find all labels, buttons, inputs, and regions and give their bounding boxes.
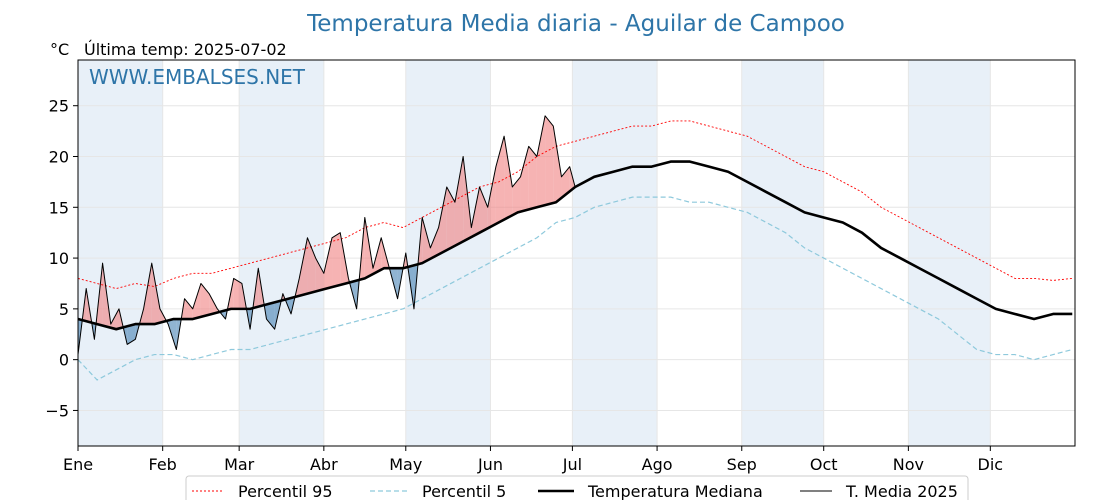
y-tick-label: 15: [49, 198, 69, 217]
legend-label: Temperatura Mediana: [587, 482, 763, 500]
legend-label: Percentil 5: [422, 482, 506, 500]
anomaly-above: [151, 263, 160, 325]
anomaly-above: [454, 156, 464, 246]
anomaly-above: [143, 263, 152, 325]
anomaly-above: [504, 136, 513, 220]
y-tick-label: 5: [59, 300, 69, 319]
legend-label: T. Media 2025: [845, 482, 958, 500]
month-band: [908, 60, 991, 446]
y-tick-label: 25: [49, 97, 69, 116]
anomaly-above: [110, 308, 119, 329]
x-tick-label: Sep: [727, 455, 757, 474]
last-temp-label: Última temp: 2025-07-02: [84, 40, 287, 59]
x-tick-label: Jul: [562, 455, 582, 474]
y-axis: −5 0 5 10 15 20 25: [45, 97, 78, 420]
anomaly-below: [127, 324, 136, 345]
anomaly-above: [323, 237, 333, 290]
x-axis: Ene Feb Mar Abr May Jun Jul Ago Sep Oct Nov Dic: [63, 446, 1003, 474]
anomaly-above: [209, 293, 218, 315]
anomaly-above: [512, 176, 521, 216]
x-tick-label: Mar: [224, 455, 255, 474]
anomaly-above: [520, 146, 529, 212]
anomaly-above: [487, 166, 496, 229]
anomaly-above: [233, 278, 242, 309]
anomaly-above: [528, 146, 537, 210]
anomaly-below: [266, 302, 275, 330]
y-tick-label: −5: [45, 401, 69, 420]
legend-frame: [185, 475, 969, 500]
x-tick-label: Feb: [149, 455, 177, 474]
anomaly-above: [332, 232, 341, 288]
plot-area: WWW.EMBALSES.NET: [77, 59, 1076, 447]
x-tick-label: Dic: [978, 455, 1004, 474]
month-band: [572, 60, 658, 446]
anomaly-above: [553, 126, 562, 203]
y-tick-label: 0: [59, 351, 69, 370]
anomaly-above: [536, 115, 546, 208]
x-tick-label: Ago: [642, 455, 673, 474]
anomaly-above: [495, 136, 505, 224]
anomaly-above: [192, 283, 201, 320]
legend: Percentil 95 Percentil 5 Temperatura Media…: [185, 475, 969, 500]
x-tick-label: Nov: [893, 455, 924, 474]
y-tick-label: 10: [49, 249, 69, 268]
x-tick-label: Jun: [477, 455, 503, 474]
watermark: WWW.EMBALSES.NET: [89, 65, 306, 89]
chart-title: Temperatura Media diaria - Aguilar de Ca…: [306, 11, 845, 37]
plot-frame: [77, 59, 1076, 447]
anomaly-above: [479, 186, 488, 233]
x-tick-label: May: [389, 455, 422, 474]
x-tick-label: Oct: [810, 455, 838, 474]
anomaly-above: [307, 237, 316, 294]
y-tick-label: 20: [49, 148, 69, 167]
anomaly-above: [446, 186, 455, 251]
x-tick-label: Ene: [63, 455, 93, 474]
unit-label: °C: [50, 40, 69, 59]
anomaly-above: [438, 186, 447, 255]
legend-label: Percentil 95: [238, 482, 333, 500]
anomaly-above: [184, 298, 193, 320]
anomaly-above: [422, 217, 431, 264]
anomaly-above: [430, 227, 439, 259]
month-band: [78, 60, 163, 446]
current-line: [77, 115, 576, 355]
anomaly-above: [315, 258, 324, 292]
x-tick-label: Abr: [310, 455, 338, 474]
anomaly-above: [545, 115, 554, 206]
p95-line: [77, 120, 1073, 290]
month-band: [741, 60, 824, 446]
anomaly-above: [299, 237, 308, 296]
